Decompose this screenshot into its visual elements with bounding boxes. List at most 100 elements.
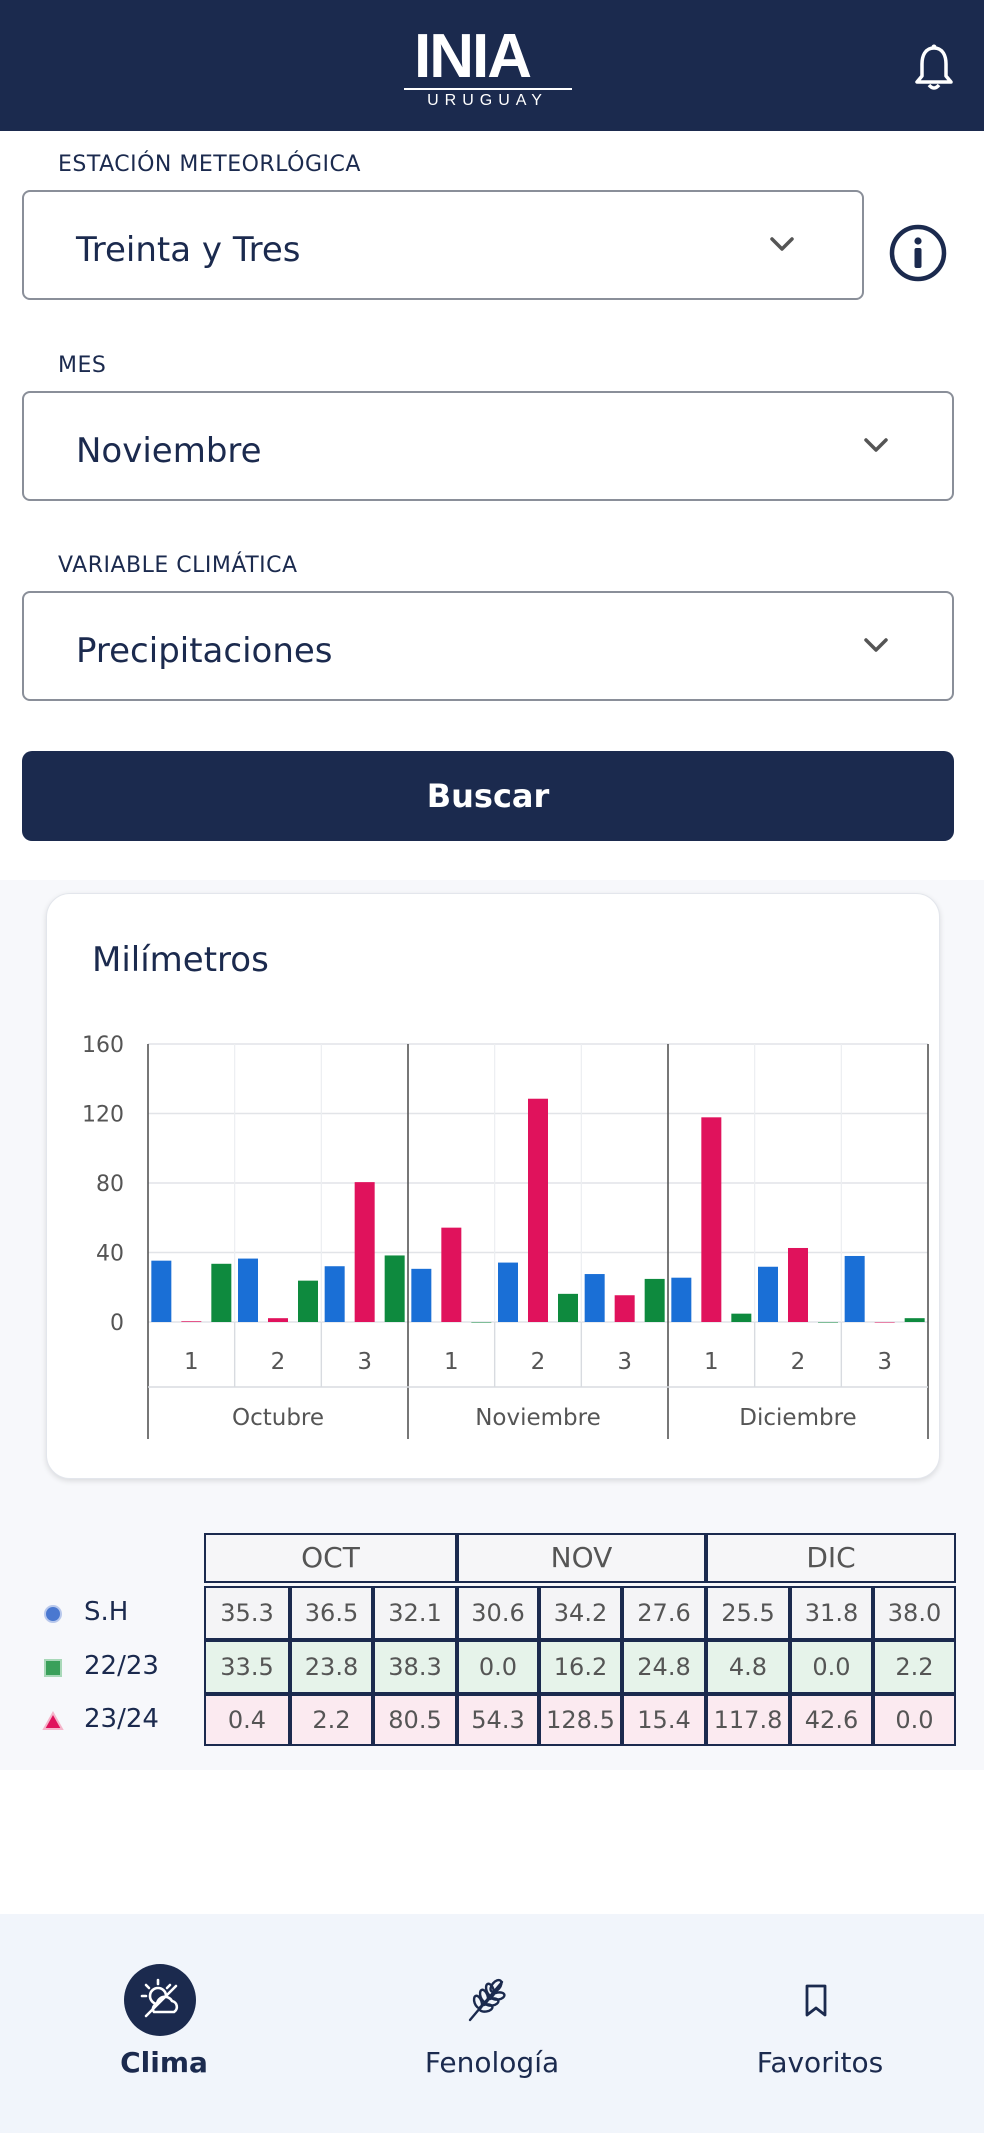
inia-logo: INIA URUGUAY xyxy=(400,22,575,114)
bar-22-23-2 xyxy=(298,1280,318,1322)
chart-title: Milímetros xyxy=(92,940,269,980)
table-cell: 34.2 xyxy=(539,1586,622,1640)
bookmark-icon xyxy=(780,1964,852,2036)
x-tick-label: 2 xyxy=(271,1349,286,1375)
group-label: Octubre xyxy=(232,1405,324,1431)
nav-item-favoritos[interactable]: Favoritos xyxy=(656,1914,984,2133)
chevron-down-icon xyxy=(768,232,796,256)
x-tick-label: 3 xyxy=(357,1349,372,1375)
station-label: ESTACIÓN METEORLÓGICA xyxy=(58,152,361,177)
row-label: 23/24 xyxy=(84,1704,159,1734)
chart-card xyxy=(46,893,940,1479)
nav-label-favoritos: Favoritos xyxy=(756,2046,884,2079)
chevron-down-icon xyxy=(862,433,890,457)
nav-item-fenologia[interactable]: Fenología xyxy=(328,1914,656,2133)
precipitation-chart: 0 40 80 120 160 1 2 3 1 2 3 1 2 3 Octubre Noviembre Dici… xyxy=(82,1033,929,1439)
chevron-down-icon xyxy=(862,633,890,657)
table-cell: 16.2 xyxy=(539,1640,622,1694)
search-button[interactable]: Buscar xyxy=(22,751,954,841)
x-tick-label: 2 xyxy=(531,1349,546,1375)
y-tick-label: 40 xyxy=(96,1242,124,1267)
month-header: NOV xyxy=(457,1533,706,1583)
bar-23-24-8 xyxy=(788,1247,808,1322)
table-cell: 35.3 xyxy=(204,1586,290,1640)
table-cell: 54.3 xyxy=(457,1694,539,1746)
station-value: Treinta y Tres xyxy=(76,230,301,270)
table-cell: 31.8 xyxy=(790,1586,873,1640)
bar-23-24-3 xyxy=(354,1182,375,1322)
bar-22-23-4 xyxy=(471,1322,492,1323)
bar-S.H-2 xyxy=(238,1258,258,1322)
info-icon[interactable] xyxy=(888,223,948,283)
bar-23-24-9 xyxy=(874,1322,895,1323)
month-label: MES xyxy=(58,353,107,378)
bar-22-23-3 xyxy=(384,1255,405,1322)
bar-22-23-5 xyxy=(558,1293,578,1322)
table-cell: 0.0 xyxy=(790,1640,873,1694)
month-value: Noviembre xyxy=(76,431,262,471)
table-cell: 42.6 xyxy=(790,1694,873,1746)
triangle-marker-icon xyxy=(42,1710,64,1732)
table-cell: 38.0 xyxy=(873,1586,956,1640)
station-select[interactable]: Treinta y Tres xyxy=(22,190,864,300)
nav-label-fenologia: Fenología xyxy=(424,2046,560,2079)
table-cell: 117.8 xyxy=(706,1694,790,1746)
x-tick-label: 3 xyxy=(877,1349,892,1375)
table-cell: 32.1 xyxy=(373,1586,457,1640)
logo-text: INIA xyxy=(414,22,532,91)
row-label: 22/23 xyxy=(84,1651,159,1681)
bar-23-24-1 xyxy=(181,1321,202,1322)
table-cell: 36.5 xyxy=(290,1586,373,1640)
bell-icon[interactable] xyxy=(914,44,954,92)
bar-22-23-1 xyxy=(211,1263,232,1322)
table-cell: 0.0 xyxy=(873,1694,956,1746)
bar-S.H-4 xyxy=(411,1268,432,1322)
table-cell: 2.2 xyxy=(290,1694,373,1746)
table-cell: 30.6 xyxy=(457,1586,539,1640)
x-tick-label: 2 xyxy=(791,1349,806,1375)
bar-22-23-7 xyxy=(731,1313,752,1322)
x-tick-label: 3 xyxy=(617,1349,632,1375)
x-tick-label: 1 xyxy=(444,1349,459,1375)
table-cell: 80.5 xyxy=(373,1694,457,1746)
variable-select[interactable]: Precipitaciones xyxy=(22,591,954,701)
bar-23-24-7 xyxy=(701,1117,722,1322)
bar-22-23-8 xyxy=(818,1322,838,1323)
y-tick-label: 80 xyxy=(96,1172,124,1197)
bar-S.H-9 xyxy=(844,1255,865,1322)
table-cell: 23.8 xyxy=(290,1640,373,1694)
app-header: INIA URUGUAY xyxy=(0,0,984,131)
table-cell: 25.5 xyxy=(706,1586,790,1640)
y-tick-label: 160 xyxy=(82,1033,124,1058)
month-select[interactable]: Noviembre xyxy=(22,391,954,501)
wheat-icon xyxy=(452,1964,524,2036)
bar-22-23-9 xyxy=(904,1318,925,1322)
variable-label: VARIABLE CLIMÁTICA xyxy=(58,553,298,578)
nav-label-clima: Clima xyxy=(120,2046,208,2079)
bar-S.H-1 xyxy=(151,1260,172,1322)
bar-23-24-5 xyxy=(528,1098,548,1322)
logo-subtitle: URUGUAY xyxy=(427,92,548,109)
row-label: S.H xyxy=(84,1597,129,1627)
table-cell: 38.3 xyxy=(373,1640,457,1694)
group-label: Diciembre xyxy=(739,1405,856,1431)
table-cell: 15.4 xyxy=(622,1694,706,1746)
bar-S.H-3 xyxy=(324,1266,345,1322)
table-cell: 0.0 xyxy=(457,1640,539,1694)
bar-S.H-6 xyxy=(584,1274,605,1322)
bar-S.H-7 xyxy=(671,1277,692,1322)
logo-divider xyxy=(404,88,572,90)
bottom-nav: Clima Fenología F xyxy=(0,1914,984,2133)
bar-22-23-6 xyxy=(644,1278,665,1322)
nav-item-clima[interactable]: Clima xyxy=(0,1914,328,2133)
bar-S.H-8 xyxy=(758,1266,778,1322)
variable-value: Precipitaciones xyxy=(76,631,333,671)
table-cell: 27.6 xyxy=(622,1586,706,1640)
table-cell: 33.5 xyxy=(204,1640,290,1694)
bar-S.H-5 xyxy=(498,1262,518,1322)
y-tick-label: 0 xyxy=(110,1311,124,1336)
bar-23-24-4 xyxy=(441,1227,462,1322)
month-header: DIC xyxy=(706,1533,956,1583)
x-tick-label: 1 xyxy=(704,1349,719,1375)
table-cell: 2.2 xyxy=(873,1640,956,1694)
